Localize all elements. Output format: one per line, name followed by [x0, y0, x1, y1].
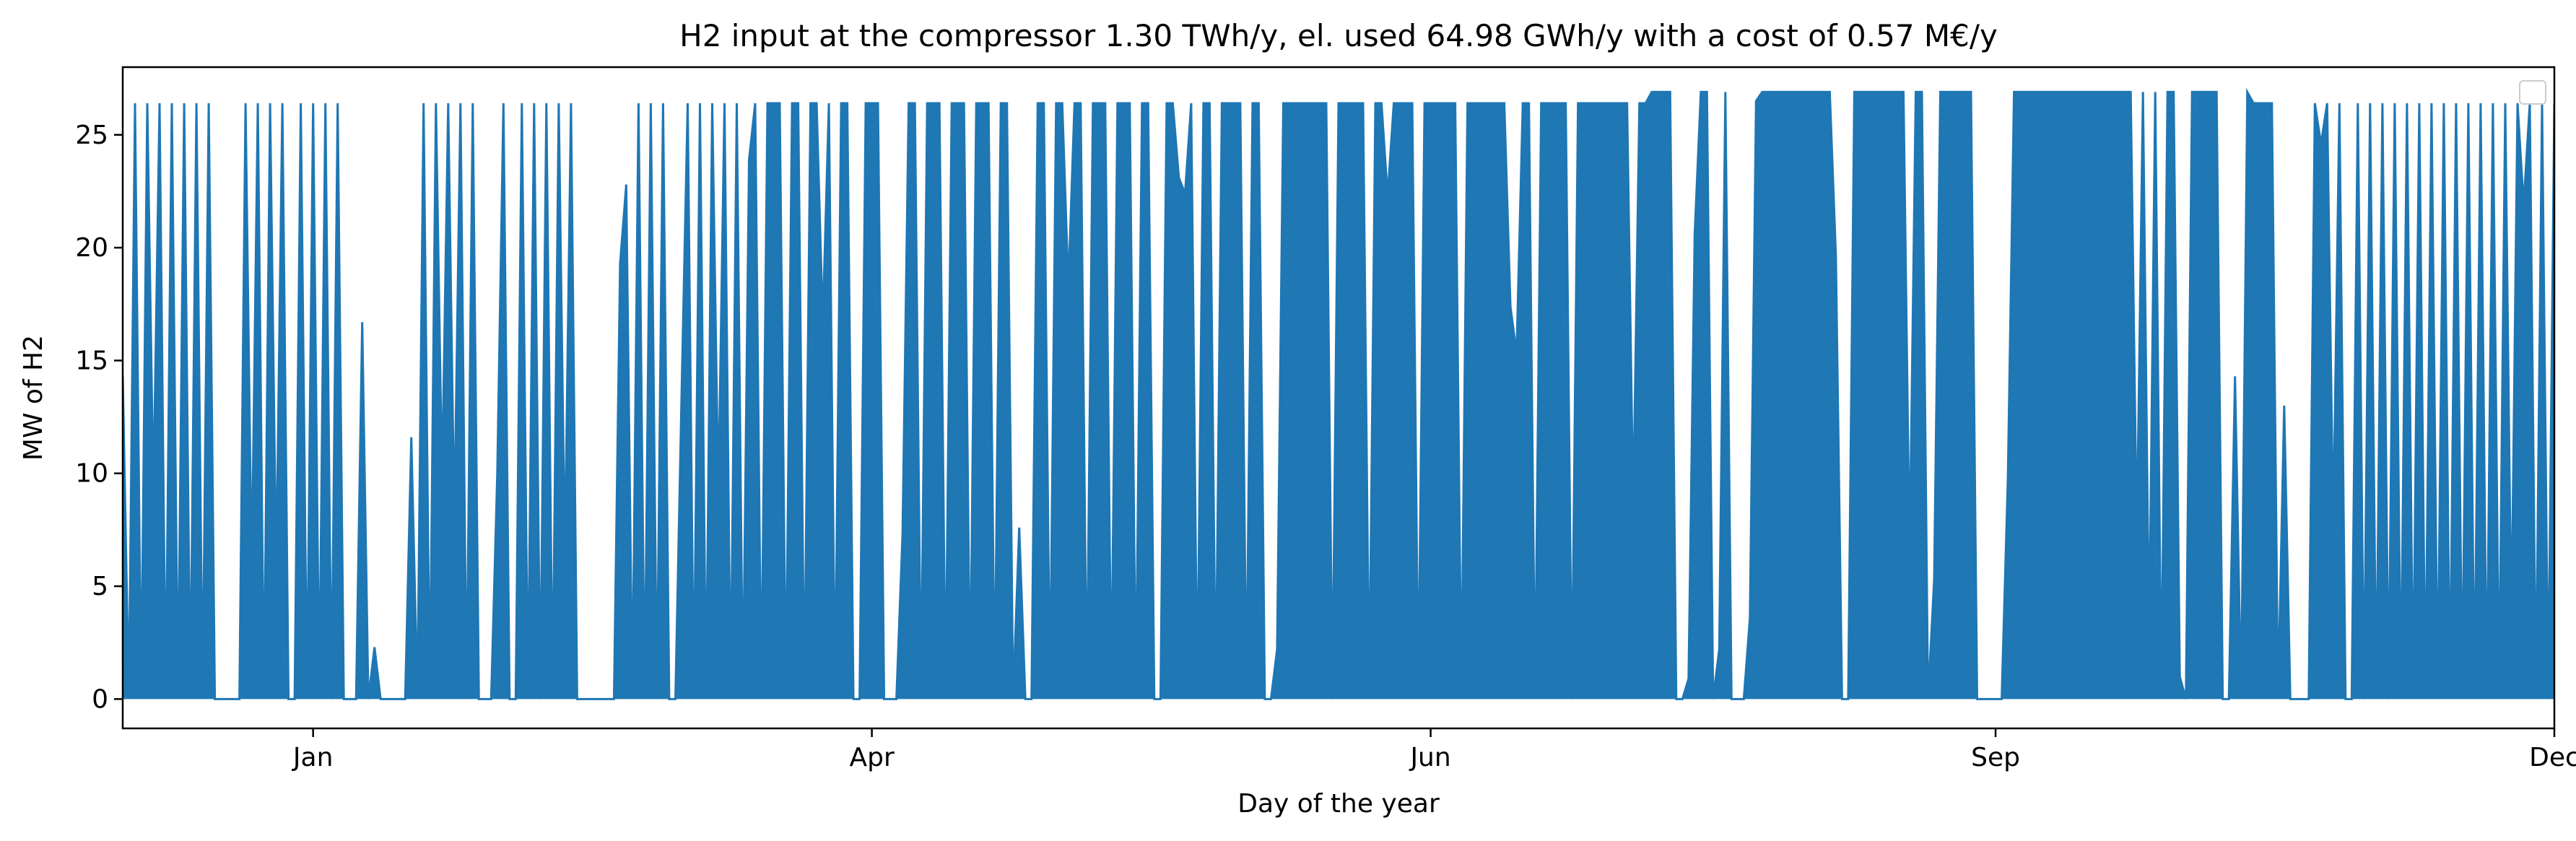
y-axis-ticks: 0 5 10 15 20 25	[75, 121, 123, 714]
x-tick-label: Jan	[292, 743, 334, 772]
x-axis-label: Day of the year	[1237, 789, 1440, 819]
series-0-line	[123, 87, 2554, 700]
y-tick-label: 0	[92, 684, 108, 714]
x-tick-label: Jun	[1409, 743, 1450, 772]
legend-box	[2519, 80, 2546, 105]
legend	[2519, 80, 2546, 105]
chart-title: H2 input at the compressor 1.30 TWh/y, e…	[679, 18, 1998, 53]
series-0-fill	[123, 92, 2554, 700]
y-axis-label: MW of H2	[19, 335, 48, 461]
plot-area	[123, 87, 2554, 700]
x-tick-label: Dec	[2529, 743, 2576, 772]
axes-frame	[121, 66, 2556, 730]
y-tick-label: 20	[75, 233, 108, 263]
y-tick-label: 10	[75, 459, 108, 489]
y-tick-label: 25	[75, 121, 108, 150]
x-tick-label: Apr	[849, 743, 894, 772]
x-axis-ticks: Jan Apr Jun Sep Dec	[292, 728, 2576, 772]
y-tick-label: 15	[75, 346, 108, 375]
y-tick-label: 5	[92, 572, 108, 601]
x-tick-label: Sep	[1971, 743, 2020, 772]
